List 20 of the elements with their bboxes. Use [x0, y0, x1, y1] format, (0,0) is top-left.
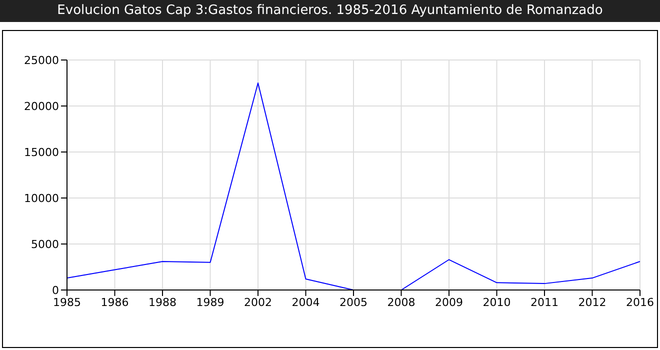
x-tick-label: 1985 [53, 296, 81, 309]
y-tick-label: 0 [52, 284, 59, 297]
chart-title: Evolucion Gatos Cap 3:Gastos financieros. 1985-2016 Ayuntamiento de Romanzado [0, 0, 660, 22]
x-tick-label: 1988 [148, 296, 176, 309]
y-tick-label: 5000 [31, 238, 59, 251]
y-tick-label: 20000 [24, 100, 59, 113]
x-tick-label: 1989 [196, 296, 224, 309]
x-tick-label: 2012 [578, 296, 606, 309]
x-tick-label: 2011 [530, 296, 558, 309]
x-tick-label: 2008 [387, 296, 416, 309]
x-tick-label: 2016 [626, 296, 654, 309]
x-tick-label: 2009 [435, 296, 463, 309]
y-tick-label: 15000 [24, 146, 59, 159]
x-tick-label: 2002 [244, 296, 272, 309]
y-tick-label: 25000 [24, 54, 59, 67]
x-tick-label: 1986 [100, 296, 129, 309]
x-tick-label: 2004 [292, 296, 320, 309]
y-tick-label: 10000 [24, 192, 59, 205]
x-tick-label: 2005 [340, 296, 368, 309]
x-tick-label: 2010 [482, 296, 511, 309]
